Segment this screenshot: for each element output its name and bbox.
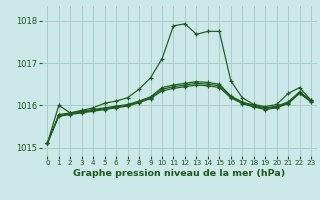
X-axis label: Graphe pression niveau de la mer (hPa): Graphe pression niveau de la mer (hPa)	[73, 169, 285, 178]
